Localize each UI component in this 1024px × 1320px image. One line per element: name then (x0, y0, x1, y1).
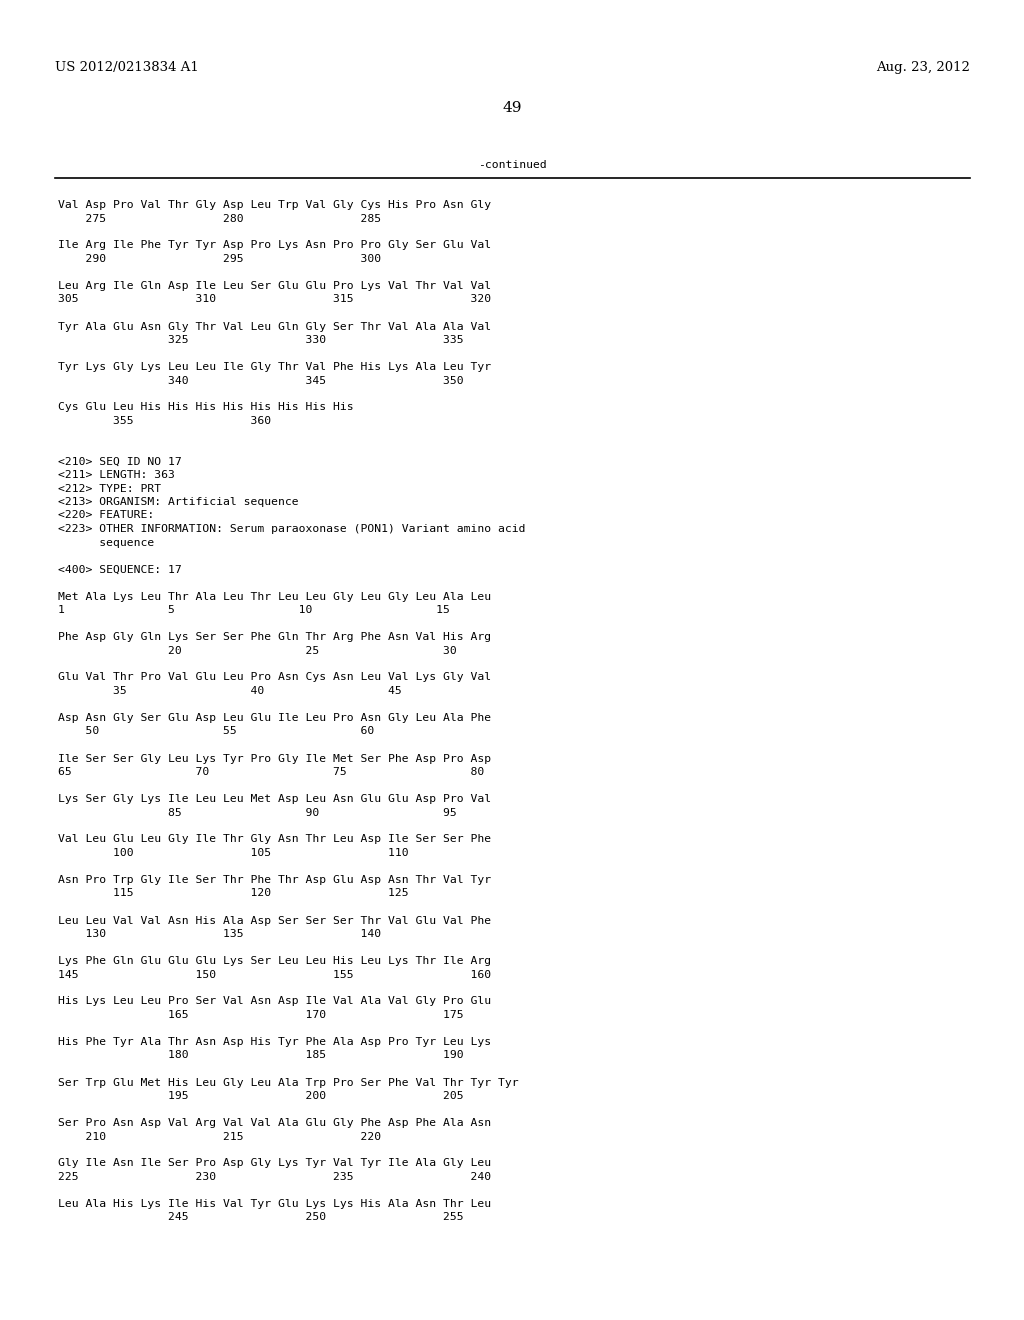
Text: 130                 135                 140: 130 135 140 (58, 929, 381, 939)
Text: <220> FEATURE:: <220> FEATURE: (58, 511, 155, 520)
Text: 35                  40                  45: 35 40 45 (58, 686, 401, 696)
Text: Tyr Ala Glu Asn Gly Thr Val Leu Gln Gly Ser Thr Val Ala Ala Val: Tyr Ala Glu Asn Gly Thr Val Leu Gln Gly … (58, 322, 492, 331)
Text: Glu Val Thr Pro Val Glu Leu Pro Asn Cys Asn Leu Val Lys Gly Val: Glu Val Thr Pro Val Glu Leu Pro Asn Cys … (58, 672, 492, 682)
Text: 65                  70                  75                  80: 65 70 75 80 (58, 767, 484, 777)
Text: <212> TYPE: PRT: <212> TYPE: PRT (58, 483, 161, 494)
Text: <210> SEQ ID NO 17: <210> SEQ ID NO 17 (58, 457, 181, 466)
Text: 210                 215                 220: 210 215 220 (58, 1131, 381, 1142)
Text: <223> OTHER INFORMATION: Serum paraoxonase (PON1) Variant amino acid: <223> OTHER INFORMATION: Serum paraoxona… (58, 524, 525, 535)
Text: Val Leu Glu Leu Gly Ile Thr Gly Asn Thr Leu Asp Ile Ser Ser Phe: Val Leu Glu Leu Gly Ile Thr Gly Asn Thr … (58, 834, 492, 845)
Text: Cys Glu Leu His His His His His His His His: Cys Glu Leu His His His His His His His … (58, 403, 353, 412)
Text: Val Asp Pro Val Thr Gly Asp Leu Trp Val Gly Cys His Pro Asn Gly: Val Asp Pro Val Thr Gly Asp Leu Trp Val … (58, 201, 492, 210)
Text: 355                 360: 355 360 (58, 416, 271, 426)
Text: sequence: sequence (58, 537, 155, 548)
Text: 225                 230                 235                 240: 225 230 235 240 (58, 1172, 492, 1181)
Text: His Lys Leu Leu Pro Ser Val Asn Asp Ile Val Ala Val Gly Pro Glu: His Lys Leu Leu Pro Ser Val Asn Asp Ile … (58, 997, 492, 1006)
Text: 85                  90                  95: 85 90 95 (58, 808, 457, 817)
Text: 340                 345                 350: 340 345 350 (58, 375, 464, 385)
Text: <213> ORGANISM: Artificial sequence: <213> ORGANISM: Artificial sequence (58, 498, 299, 507)
Text: Leu Arg Ile Gln Asp Ile Leu Ser Glu Glu Pro Lys Val Thr Val Val: Leu Arg Ile Gln Asp Ile Leu Ser Glu Glu … (58, 281, 492, 290)
Text: 245                 250                 255: 245 250 255 (58, 1213, 464, 1222)
Text: 20                  25                  30: 20 25 30 (58, 645, 457, 656)
Text: <400> SEQUENCE: 17: <400> SEQUENCE: 17 (58, 565, 181, 574)
Text: Gly Ile Asn Ile Ser Pro Asp Gly Lys Tyr Val Tyr Ile Ala Gly Leu: Gly Ile Asn Ile Ser Pro Asp Gly Lys Tyr … (58, 1159, 492, 1168)
Text: Asn Pro Trp Gly Ile Ser Thr Phe Thr Asp Glu Asp Asn Thr Val Tyr: Asn Pro Trp Gly Ile Ser Thr Phe Thr Asp … (58, 875, 492, 884)
Text: Asp Asn Gly Ser Glu Asp Leu Glu Ile Leu Pro Asn Gly Leu Ala Phe: Asp Asn Gly Ser Glu Asp Leu Glu Ile Leu … (58, 713, 492, 723)
Text: Ser Pro Asn Asp Val Arg Val Val Ala Glu Gly Phe Asp Phe Ala Asn: Ser Pro Asn Asp Val Arg Val Val Ala Glu … (58, 1118, 492, 1129)
Text: 100                 105                 110: 100 105 110 (58, 847, 409, 858)
Text: Phe Asp Gly Gln Lys Ser Ser Phe Gln Thr Arg Phe Asn Val His Arg: Phe Asp Gly Gln Lys Ser Ser Phe Gln Thr … (58, 632, 492, 642)
Text: His Phe Tyr Ala Thr Asn Asp His Tyr Phe Ala Asp Pro Tyr Leu Lys: His Phe Tyr Ala Thr Asn Asp His Tyr Phe … (58, 1038, 492, 1047)
Text: Met Ala Lys Leu Thr Ala Leu Thr Leu Leu Gly Leu Gly Leu Ala Leu: Met Ala Lys Leu Thr Ala Leu Thr Leu Leu … (58, 591, 492, 602)
Text: Leu Leu Val Val Asn His Ala Asp Ser Ser Ser Thr Val Glu Val Phe: Leu Leu Val Val Asn His Ala Asp Ser Ser … (58, 916, 492, 925)
Text: Lys Ser Gly Lys Ile Leu Leu Met Asp Leu Asn Glu Glu Asp Pro Val: Lys Ser Gly Lys Ile Leu Leu Met Asp Leu … (58, 795, 492, 804)
Text: 1               5                  10                  15: 1 5 10 15 (58, 605, 450, 615)
Text: Ile Ser Ser Gly Leu Lys Tyr Pro Gly Ile Met Ser Phe Asp Pro Asp: Ile Ser Ser Gly Leu Lys Tyr Pro Gly Ile … (58, 754, 492, 763)
Text: Lys Phe Gln Glu Glu Glu Lys Ser Leu Leu His Leu Lys Thr Ile Arg: Lys Phe Gln Glu Glu Glu Lys Ser Leu Leu … (58, 956, 492, 966)
Text: 115                 120                 125: 115 120 125 (58, 888, 409, 899)
Text: 180                 185                 190: 180 185 190 (58, 1051, 464, 1060)
Text: US 2012/0213834 A1: US 2012/0213834 A1 (55, 62, 199, 74)
Text: 195                 200                 205: 195 200 205 (58, 1092, 464, 1101)
Text: Aug. 23, 2012: Aug. 23, 2012 (877, 62, 970, 74)
Text: 145                 150                 155                 160: 145 150 155 160 (58, 969, 492, 979)
Text: 305                 310                 315                 320: 305 310 315 320 (58, 294, 492, 305)
Text: 49: 49 (502, 102, 522, 115)
Text: Ser Trp Glu Met His Leu Gly Leu Ala Trp Pro Ser Phe Val Thr Tyr Tyr: Ser Trp Glu Met His Leu Gly Leu Ala Trp … (58, 1077, 518, 1088)
Text: 325                 330                 335: 325 330 335 (58, 335, 464, 345)
Text: <211> LENGTH: 363: <211> LENGTH: 363 (58, 470, 175, 480)
Text: Tyr Lys Gly Lys Leu Leu Ile Gly Thr Val Phe His Lys Ala Leu Tyr: Tyr Lys Gly Lys Leu Leu Ile Gly Thr Val … (58, 362, 492, 372)
Text: 290                 295                 300: 290 295 300 (58, 253, 381, 264)
Text: Ile Arg Ile Phe Tyr Tyr Asp Pro Lys Asn Pro Pro Gly Ser Glu Val: Ile Arg Ile Phe Tyr Tyr Asp Pro Lys Asn … (58, 240, 492, 251)
Text: 50                  55                  60: 50 55 60 (58, 726, 374, 737)
Text: Leu Ala His Lys Ile His Val Tyr Glu Lys Lys His Ala Asn Thr Leu: Leu Ala His Lys Ile His Val Tyr Glu Lys … (58, 1199, 492, 1209)
Text: 165                 170                 175: 165 170 175 (58, 1010, 464, 1020)
Text: -continued: -continued (477, 160, 547, 170)
Text: 275                 280                 285: 275 280 285 (58, 214, 381, 223)
